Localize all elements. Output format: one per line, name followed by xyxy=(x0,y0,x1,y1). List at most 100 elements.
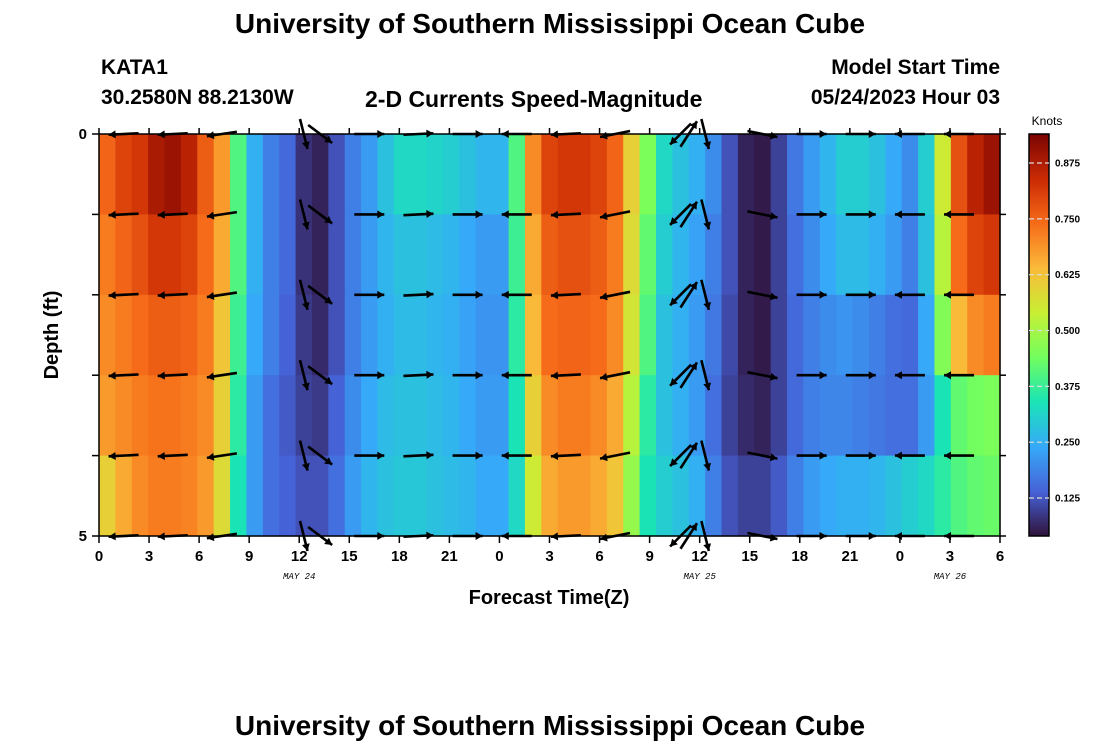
heatmap-cell xyxy=(443,134,460,215)
heatmap-cell xyxy=(115,134,133,215)
heatmap-cell xyxy=(115,214,133,296)
heatmap-cell xyxy=(443,375,460,457)
current-vector-arrow xyxy=(944,210,975,219)
heatmap-cell xyxy=(148,375,166,457)
heatmap-cell xyxy=(705,294,723,376)
heatmap-cell xyxy=(787,375,805,457)
current-vector-arrow xyxy=(307,445,333,466)
heatmap-cell xyxy=(443,294,460,376)
heatmap-cell xyxy=(557,375,575,457)
heatmap-cell xyxy=(819,134,837,215)
current-vector-arrow xyxy=(452,371,483,380)
heatmap-cell xyxy=(262,375,280,457)
heatmap-cell xyxy=(606,214,624,296)
heatmap-cell xyxy=(983,214,1001,296)
heatmap-cell xyxy=(311,375,329,457)
heatmap-cell xyxy=(852,294,870,376)
current-vector-arrow xyxy=(599,451,631,462)
heatmap-cell xyxy=(672,214,690,296)
heatmap-cell xyxy=(557,294,575,376)
heatmap-cell xyxy=(967,214,985,296)
heatmap-cell xyxy=(197,214,215,296)
heatmap-cell xyxy=(410,455,428,537)
current-vector-arrow xyxy=(108,452,139,460)
heatmap-cell xyxy=(721,214,739,296)
heatmap-cell xyxy=(295,134,313,215)
heatmap-cell xyxy=(180,214,198,296)
heatmap-cell xyxy=(639,375,657,457)
heatmap-cell xyxy=(99,294,116,376)
heatmap-cell xyxy=(590,134,608,215)
page-title: University of Southern Mississippi Ocean… xyxy=(234,8,866,39)
heatmap-cell xyxy=(983,134,1001,215)
heatmap-cell xyxy=(426,375,444,457)
model-start-label: Model Start Time xyxy=(831,56,1000,79)
current-vector-arrow xyxy=(700,440,712,471)
current-vector-arrow xyxy=(669,283,692,307)
heatmap-cell xyxy=(541,375,559,457)
heatmap-cell xyxy=(475,455,493,537)
heatmap-cell xyxy=(705,375,723,457)
heatmap-cell xyxy=(361,375,379,457)
heatmap-cell xyxy=(230,134,248,215)
current-vector-arrow xyxy=(307,284,333,305)
heatmap-cell xyxy=(164,455,182,537)
heatmap-cell xyxy=(410,214,428,296)
heatmap-cell xyxy=(803,134,821,215)
heatmap-cell xyxy=(246,455,264,537)
heatmap-cell xyxy=(180,294,198,376)
current-vector-arrow xyxy=(669,444,692,468)
heatmap-cell xyxy=(574,455,592,537)
heatmap-cell xyxy=(131,375,149,457)
x-tick-label: 3 xyxy=(145,548,153,565)
heatmap-cell xyxy=(148,134,166,215)
current-vector-arrow xyxy=(700,279,712,311)
heatmap-cell xyxy=(655,134,673,215)
current-vector-arrow xyxy=(845,371,876,380)
heatmap-cell xyxy=(508,375,526,457)
heatmap-cell xyxy=(492,455,510,537)
current-vector-arrow xyxy=(599,370,631,381)
heatmap-cell xyxy=(213,214,231,296)
heatmap-cell xyxy=(787,294,805,376)
heatmap-cell xyxy=(115,455,133,537)
current-vector-arrow xyxy=(700,199,712,230)
heatmap-cell xyxy=(672,375,690,457)
heatmap-cell xyxy=(655,214,673,296)
heatmap-cell xyxy=(279,455,297,537)
heatmap-cell xyxy=(279,375,297,457)
heatmap-cell xyxy=(475,375,493,457)
heatmap-cell xyxy=(328,134,346,215)
heatmap-cell xyxy=(246,294,264,376)
heatmap-cell xyxy=(737,455,755,537)
current-vector-arrow xyxy=(747,451,778,462)
heatmap-cell xyxy=(443,214,460,296)
heatmap-cell xyxy=(311,134,329,215)
current-vector-arrow xyxy=(894,210,925,219)
current-vector-arrow xyxy=(550,210,581,219)
heatmap-cell xyxy=(623,294,641,376)
heatmap-cell xyxy=(836,134,854,215)
heatmap-cell xyxy=(868,294,886,376)
heatmap-cell xyxy=(606,294,624,376)
heatmap-cell xyxy=(295,375,313,457)
heatmap-cell xyxy=(295,455,313,537)
colorbar-tick-label: 0.875 xyxy=(1055,159,1080,170)
x-tick-label: 9 xyxy=(645,548,653,565)
heatmap-cell xyxy=(721,455,739,537)
date-label: MAY 25 xyxy=(683,572,716,582)
heatmap-cell xyxy=(508,214,526,296)
heatmap-cell xyxy=(803,455,821,537)
heatmap-cell xyxy=(524,214,542,296)
current-vector-arrow xyxy=(550,291,581,300)
heatmap-cell xyxy=(852,214,870,296)
heatmap-cell xyxy=(737,134,755,215)
colorbar-tick-label: 0.250 xyxy=(1055,438,1080,449)
station-id: KATA1 xyxy=(101,56,168,79)
heatmap-cell xyxy=(901,455,919,537)
colorbar-ticks: 0.125 0.250 0.375 0.500 0.625 0.750 0.875 xyxy=(1029,159,1080,505)
heatmap-cell xyxy=(819,375,837,457)
current-vector-arrow xyxy=(747,290,778,301)
heatmap-cell xyxy=(492,294,510,376)
heatmap-cell xyxy=(426,294,444,376)
